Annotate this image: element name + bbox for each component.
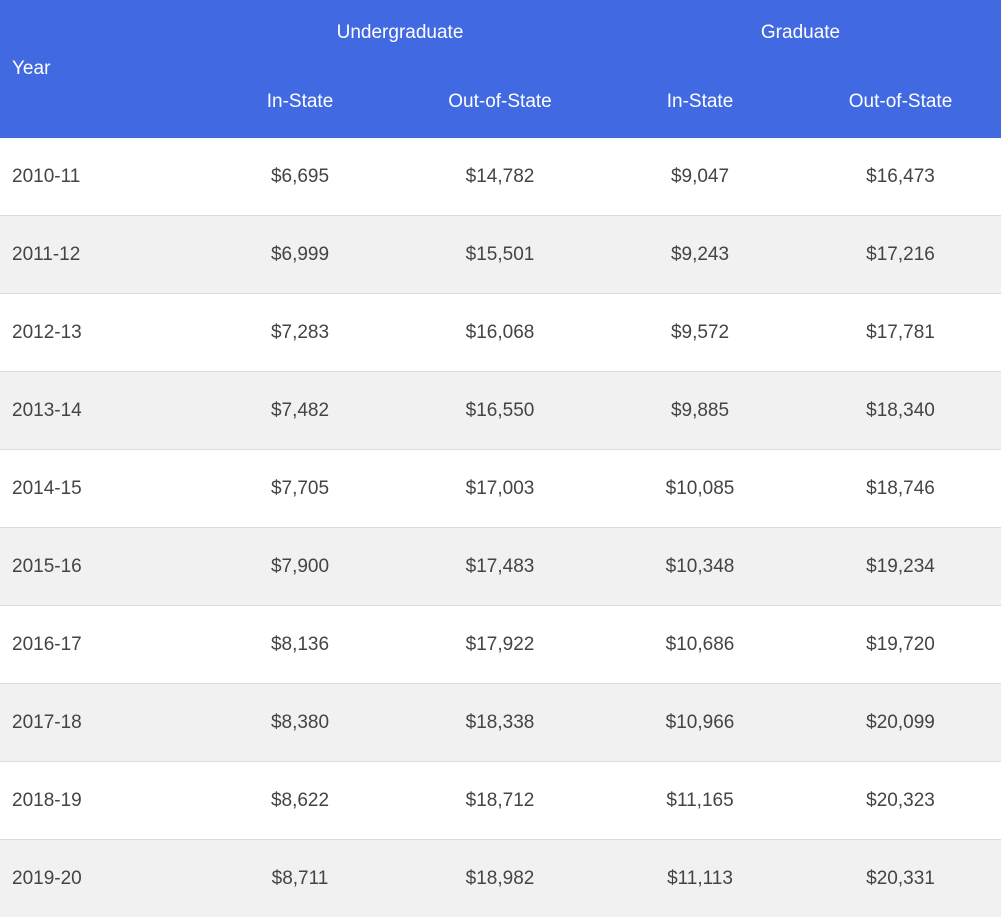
table-row: 2011-12 $6,999 $15,501 $9,243 $17,216 [0, 215, 1001, 294]
table-row: 2016-17 $8,136 $17,922 $10,686 $19,720 [0, 605, 1001, 684]
undergraduate-in-state-cell: $7,705 [200, 449, 400, 528]
graduate-group-header: Graduate [600, 0, 1001, 68]
graduate-in-state-cell: $11,165 [600, 761, 801, 840]
graduate-in-state-cell: $9,047 [600, 138, 801, 216]
undergraduate-out-of-state-cell: $17,922 [400, 605, 601, 684]
graduate-out-of-state-cell: $20,331 [800, 839, 1001, 917]
year-cell: 2011-12 [0, 215, 200, 294]
year-cell: 2017-18 [0, 683, 200, 762]
graduate-in-state-cell: $11,113 [600, 839, 801, 917]
undergraduate-in-state-cell: $7,482 [200, 371, 400, 450]
year-cell: 2012-13 [0, 293, 200, 372]
undergraduate-in-state-cell: $8,136 [200, 605, 400, 684]
undergraduate-out-of-state-cell: $18,982 [400, 839, 601, 917]
table-header: Year Undergraduate Graduate In-State Out… [0, 0, 1001, 138]
undergraduate-out-of-state-cell: $17,003 [400, 449, 601, 528]
table-row: 2018-19 $8,622 $18,712 $11,165 $20,323 [0, 761, 1001, 840]
graduate-out-of-state-cell: $20,099 [800, 683, 1001, 762]
undergraduate-out-of-state-cell: $14,782 [400, 138, 601, 216]
year-cell: 2015-16 [0, 527, 200, 606]
graduate-in-state-cell: $9,572 [600, 293, 801, 372]
table-row: 2010-11 $6,695 $14,782 $9,047 $16,473 [0, 138, 1001, 216]
year-cell: 2016-17 [0, 605, 200, 684]
graduate-out-of-state-cell: $20,323 [800, 761, 1001, 840]
graduate-out-of-state-cell: $19,720 [800, 605, 1001, 684]
undergraduate-group-header: Undergraduate [200, 0, 601, 68]
graduate-in-state-cell: $9,243 [600, 215, 801, 294]
graduate-in-state-cell: $10,085 [600, 449, 801, 528]
graduate-in-state-cell: $10,686 [600, 605, 801, 684]
graduate-in-state-cell: $10,348 [600, 527, 801, 606]
graduate-in-state-cell: $10,966 [600, 683, 801, 762]
undergraduate-out-of-state-cell: $18,338 [400, 683, 601, 762]
graduate-out-of-state-cell: $17,216 [800, 215, 1001, 294]
year-column-header: Year [0, 0, 200, 138]
undergraduate-in-state-cell: $7,283 [200, 293, 400, 372]
table-row: 2012-13 $7,283 $16,068 $9,572 $17,781 [0, 293, 1001, 372]
graduate-out-of-state-cell: $18,746 [800, 449, 1001, 528]
table-row: 2015-16 $7,900 $17,483 $10,348 $19,234 [0, 527, 1001, 606]
undergraduate-in-state-cell: $6,695 [200, 138, 400, 216]
undergraduate-in-state-cell: $8,711 [200, 839, 400, 917]
graduate-out-of-state-header: Out-of-State [800, 68, 1001, 138]
year-cell: 2014-15 [0, 449, 200, 528]
graduate-out-of-state-cell: $18,340 [800, 371, 1001, 450]
table-row: 2019-20 $8,711 $18,982 $11,113 $20,331 [0, 839, 1001, 917]
table-row: 2013-14 $7,482 $16,550 $9,885 $18,340 [0, 371, 1001, 450]
year-cell: 2019-20 [0, 839, 200, 917]
graduate-out-of-state-cell: $19,234 [800, 527, 1001, 606]
undergraduate-out-of-state-header: Out-of-State [400, 68, 601, 138]
undergraduate-out-of-state-cell: $16,068 [400, 293, 601, 372]
undergraduate-in-state-cell: $8,622 [200, 761, 400, 840]
table-body: 2010-11 $6,695 $14,782 $9,047 $16,473 20… [0, 138, 1001, 917]
undergraduate-out-of-state-cell: $16,550 [400, 371, 601, 450]
header-row-groups: Year Undergraduate Graduate [0, 0, 1001, 138]
undergraduate-out-of-state-cell: $15,501 [400, 215, 601, 294]
graduate-in-state-header: In-State [600, 68, 801, 138]
year-cell: 2010-11 [0, 138, 200, 216]
table-row: 2017-18 $8,380 $18,338 $10,966 $20,099 [0, 683, 1001, 762]
undergraduate-out-of-state-cell: $17,483 [400, 527, 601, 606]
year-cell: 2018-19 [0, 761, 200, 840]
undergraduate-in-state-cell: $7,900 [200, 527, 400, 606]
table-row: 2014-15 $7,705 $17,003 $10,085 $18,746 [0, 449, 1001, 528]
undergraduate-in-state-cell: $8,380 [200, 683, 400, 762]
header-row-residency: In-State Out-of-State In-State Out-of-St… [0, 68, 1001, 138]
undergraduate-out-of-state-cell: $18,712 [400, 761, 601, 840]
graduate-out-of-state-cell: $16,473 [800, 138, 1001, 216]
undergraduate-in-state-header: In-State [200, 68, 400, 138]
graduate-in-state-cell: $9,885 [600, 371, 801, 450]
year-cell: 2013-14 [0, 371, 200, 450]
undergraduate-in-state-cell: $6,999 [200, 215, 400, 294]
graduate-out-of-state-cell: $17,781 [800, 293, 1001, 372]
